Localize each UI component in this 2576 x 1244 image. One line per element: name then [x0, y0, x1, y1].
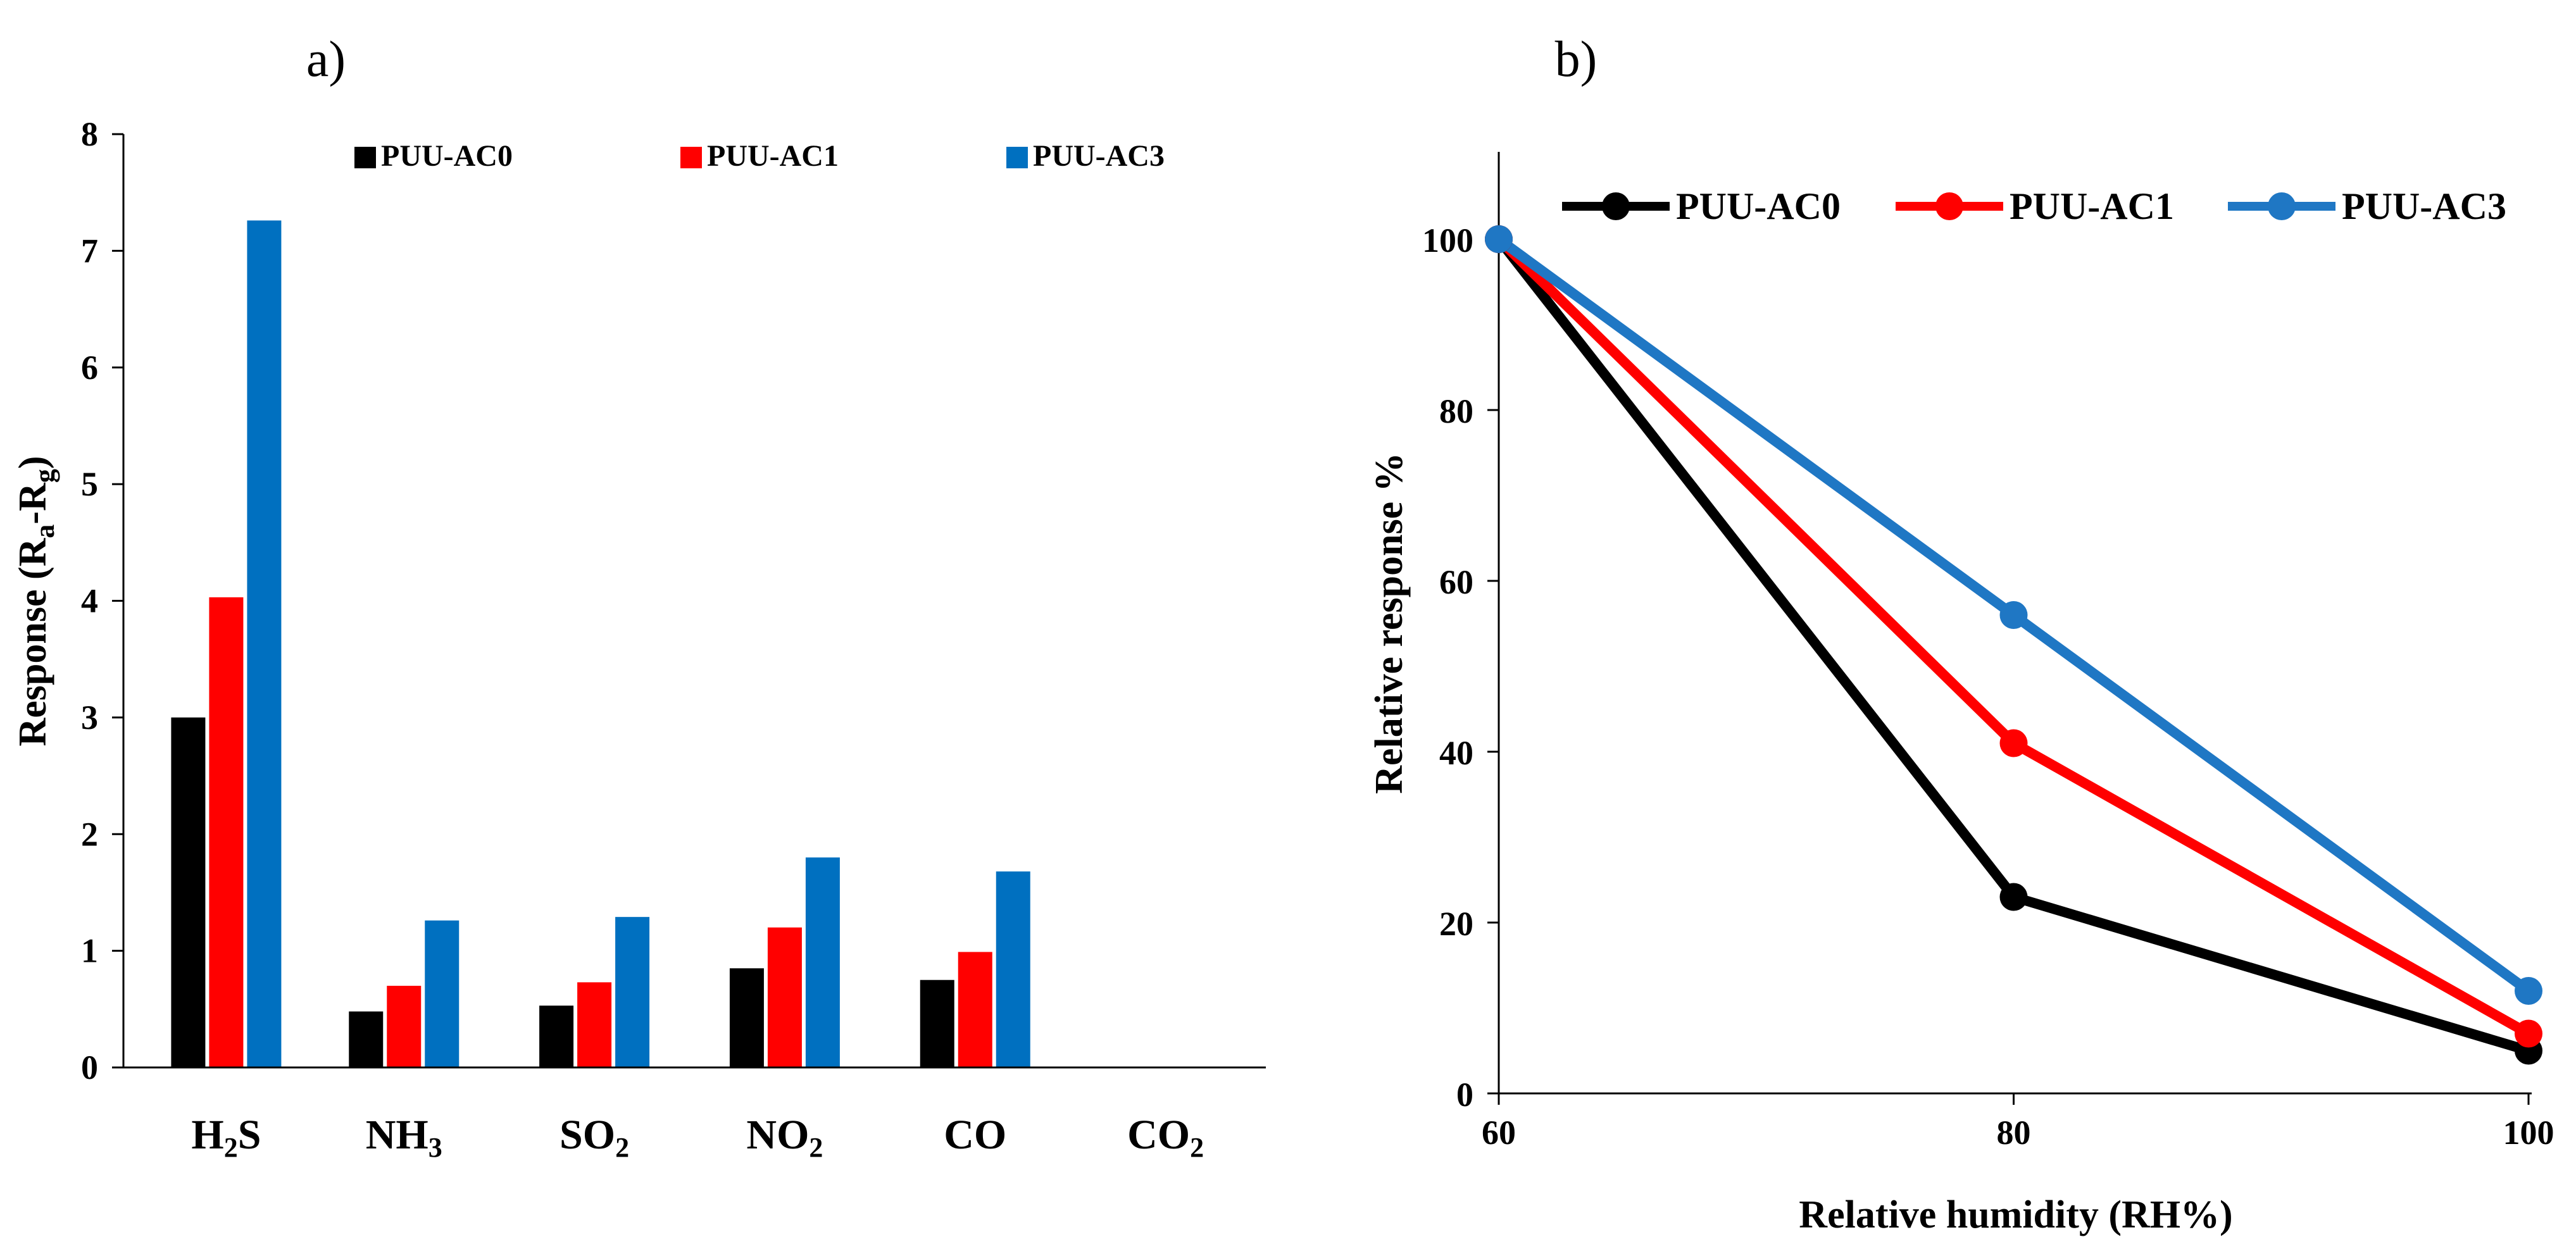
legend-label-puu-ac3: PUU-AC3 [2342, 185, 2506, 227]
category-label-so2: SO2 [560, 1112, 629, 1163]
legend-marker-puu-ac1 [1935, 192, 1963, 220]
panel-a-y-tick-label: 0 [81, 1048, 98, 1086]
panel-a-y-tick-label: 2 [81, 815, 98, 853]
legend-marker-puu-ac3 [2268, 192, 2296, 220]
panel-b-legend: PUU-AC0 PUU-AC1 PUU-AC3 [1562, 185, 2506, 227]
panel-b-x-tick-label: 60 [1482, 1114, 1516, 1152]
panel-b-x-tick-label: 80 [1997, 1114, 2031, 1152]
bar-puu-ac1-nh3 [387, 985, 422, 1067]
line-puu-ac0 [1494, 234, 2534, 1056]
category-label-co2: CO2 [1127, 1112, 1204, 1163]
panel-b-x-axis-title: Relative humidity (RH%) [1799, 1193, 2232, 1236]
bar-puu-ac1-co [958, 952, 992, 1067]
bar-puu-ac0-co [920, 980, 954, 1067]
panel-a-category-labels: H2S NH3 SO2 NO2 CO CO2 [191, 1112, 1204, 1163]
point-puu-ac1-100 [2515, 1019, 2542, 1048]
legend-label-puu-ac0: PUU-AC0 [381, 139, 513, 173]
legend-label-puu-ac1: PUU-AC1 [2010, 185, 2174, 227]
panel-a-label: a) [306, 32, 346, 87]
legend-label-puu-ac3: PUU-AC3 [1033, 139, 1165, 173]
panel-b-label: b) [1555, 32, 1597, 87]
panel-b-y-tick-label: 40 [1439, 734, 1473, 772]
bar-puu-ac0-h2s [171, 717, 206, 1067]
panel-b-y-tick-label: 0 [1456, 1076, 1473, 1114]
point-puu-ac3-60 [1485, 225, 1513, 253]
category-label-nh3: NH3 [366, 1112, 442, 1163]
category-label-h2s: H2S [191, 1112, 261, 1163]
bar-puu-ac0-no2 [729, 968, 764, 1067]
panel-b-y-tick-label: 60 [1439, 563, 1473, 601]
point-puu-ac1-80 [1999, 729, 2028, 757]
bar-puu-ac3-co [996, 871, 1030, 1067]
category-label-co: CO [944, 1112, 1006, 1158]
panel-a-bars [171, 220, 1030, 1067]
bar-puu-ac0-nh3 [349, 1011, 384, 1067]
panel-b-series [1485, 225, 2542, 1065]
panel-b-y-ticks: 0 20 40 60 80 100 [1422, 221, 1499, 1114]
legend-label-puu-ac1: PUU-AC1 [707, 139, 839, 173]
panel-a-y-tick-label: 7 [81, 232, 98, 270]
panel-a-legend: PUU-AC0 PUU-AC1 PUU-AC3 [354, 139, 1165, 173]
panel-b-y-tick-label: 80 [1439, 392, 1473, 430]
bar-puu-ac3-nh3 [425, 920, 460, 1067]
panel-a-y-tick-label: 6 [81, 349, 98, 387]
point-puu-ac3-100 [2515, 977, 2542, 1005]
panel-a-y-tick-label: 5 [81, 465, 98, 503]
legend-swatch-puu-ac0 [354, 147, 376, 168]
point-puu-ac0-80 [1999, 883, 2028, 911]
legend-swatch-puu-ac1 [680, 147, 702, 168]
bar-puu-ac0-so2 [539, 1005, 574, 1067]
bar-puu-ac3-no2 [805, 857, 840, 1067]
bar-puu-ac1-h2s [209, 597, 244, 1067]
panel-b-x-tick-label: 100 [2503, 1114, 2554, 1152]
panel-a-bar-chart: a) 0 1 2 3 4 5 6 7 8 H2S NH3 SO2 NO2 CO CO2 Response … [11, 32, 1266, 1163]
panel-b-y-axis-title: Relative response % [1368, 452, 1411, 794]
panel-a-y-tick-label: 1 [81, 932, 98, 970]
legend-swatch-puu-ac3 [1006, 147, 1028, 168]
bar-puu-ac3-h2s [247, 220, 282, 1067]
point-puu-ac3-80 [1999, 601, 2028, 629]
bar-puu-ac1-no2 [767, 927, 802, 1067]
legend-marker-puu-ac0 [1602, 192, 1630, 220]
panel-a-y-ticks: 0 1 2 3 4 5 6 7 8 [81, 115, 123, 1086]
category-label-no2: NO2 [746, 1112, 823, 1163]
bar-puu-ac3-so2 [615, 917, 650, 1067]
panel-b-line-chart: b) 0 20 40 60 80 100 60 80 100 Relative humidit… [1368, 32, 2554, 1236]
panel-b-y-tick-label: 20 [1439, 905, 1473, 943]
bar-puu-ac1-so2 [577, 982, 612, 1067]
line-puu-ac1 [1494, 234, 2534, 1039]
panel-a-y-axis-title: Response (Ra-Rg) [11, 456, 60, 746]
panel-b-x-ticks: 60 80 100 [1482, 1093, 2554, 1152]
panel-b-y-tick-label: 100 [1422, 221, 1473, 259]
panel-a-y-tick-label: 3 [81, 699, 98, 737]
legend-label-puu-ac0: PUU-AC0 [1676, 185, 1841, 227]
panel-a-y-tick-label: 4 [81, 582, 98, 620]
panel-a-y-tick-label: 8 [81, 115, 98, 153]
